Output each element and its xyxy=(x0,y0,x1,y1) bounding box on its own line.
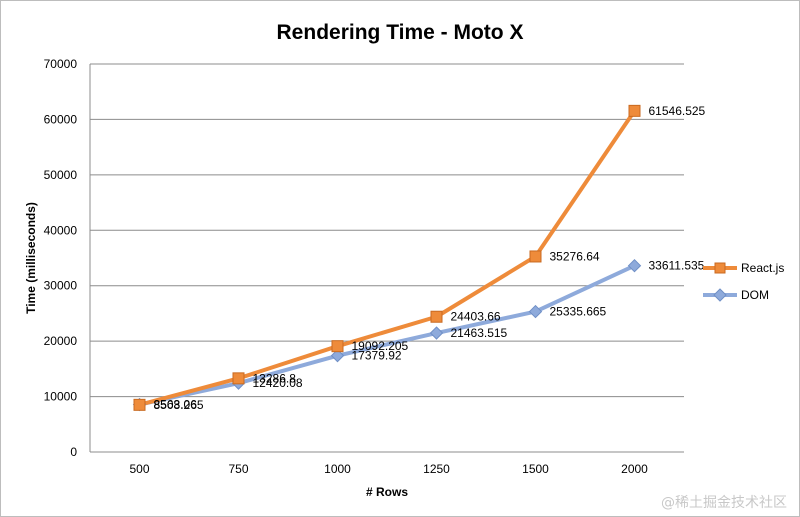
x-axis-ticks: 500 750 1000 1250 1500 2000 xyxy=(129,462,648,476)
x-tick-label: 1500 xyxy=(522,462,549,476)
data-label: 24403.66 xyxy=(451,310,501,324)
y-tick-label: 60000 xyxy=(44,112,78,126)
data-point-marker xyxy=(232,372,245,385)
data-label: 19092.205 xyxy=(352,339,409,353)
data-labels: 8508.265 13286.8 19092.205 24403.66 35276.64… xyxy=(154,104,706,412)
data-label: 8508.265 xyxy=(154,398,204,412)
data-point-marker xyxy=(628,104,641,117)
y-tick-label: 70000 xyxy=(44,57,78,71)
data-label: 61546.525 xyxy=(649,104,706,118)
x-tick-label: 750 xyxy=(228,462,248,476)
x-tick-label: 1250 xyxy=(423,462,450,476)
data-label: 17379.92 xyxy=(352,349,402,363)
y-tick-label: 30000 xyxy=(44,279,78,293)
data-point-marker xyxy=(529,250,542,263)
legend-label: DOM xyxy=(741,288,769,302)
y-axis-ticks: 0 10000 20000 30000 40000 50000 60000 70000 xyxy=(44,57,78,459)
watermark-text: @稀土掘金技术社区 xyxy=(661,495,787,511)
data-point-marker xyxy=(429,326,444,340)
data-label: 13286.8 xyxy=(253,371,297,385)
data-point-marker xyxy=(133,398,146,411)
y-tick-label: 40000 xyxy=(44,223,78,237)
legend-label: React.js xyxy=(741,261,784,275)
data-label: 12420.08 xyxy=(253,376,303,390)
data-label: 25335.665 xyxy=(550,305,607,319)
y-tick-label: 10000 xyxy=(44,390,78,404)
y-tick-label: 50000 xyxy=(44,168,78,182)
data-point-marker xyxy=(627,258,642,273)
data-point-marker xyxy=(430,310,443,323)
y-tick-label: 20000 xyxy=(44,334,78,348)
x-axis-title: # Rows xyxy=(366,485,408,499)
data-label: 35276.64 xyxy=(550,249,600,263)
series-line-react-js xyxy=(138,109,637,407)
x-tick-label: 1000 xyxy=(324,462,351,476)
legend: React.js DOM xyxy=(703,261,784,302)
data-point-marker xyxy=(331,340,344,353)
chart-title: Rendering Time - Moto X xyxy=(277,21,524,44)
x-tick-label: 500 xyxy=(129,462,149,476)
legend-marker xyxy=(713,288,727,302)
data-label: 21463.515 xyxy=(451,326,508,340)
x-tick-label: 2000 xyxy=(621,462,648,476)
data-label: 33611.535 xyxy=(649,259,705,273)
y-tick-label: 0 xyxy=(70,445,77,459)
grid-lines xyxy=(89,63,684,453)
series-line-dom xyxy=(139,263,636,407)
y-axis-title: Time (milliseconds) xyxy=(24,202,38,314)
data-label: 8563.06 xyxy=(154,398,198,412)
data-point-marker xyxy=(528,304,543,319)
data-point-marker xyxy=(330,348,345,363)
legend-marker xyxy=(714,262,726,274)
series-layer xyxy=(132,104,642,412)
